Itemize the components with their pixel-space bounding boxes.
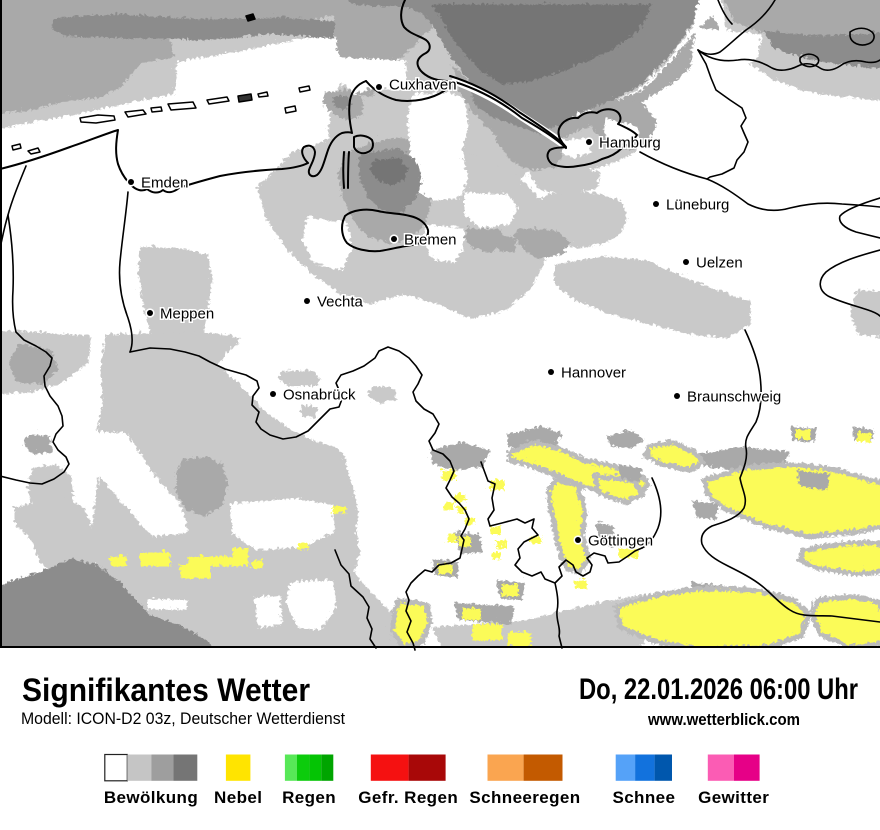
svg-text:Uelzen: Uelzen — [696, 255, 743, 272]
svg-text:Cuxhaven: Cuxhaven — [389, 76, 457, 93]
svg-text:Hamburg: Hamburg — [599, 135, 661, 152]
svg-text:Bewölkung: Bewölkung — [104, 788, 198, 807]
svg-text:Braunschweig: Braunschweig — [687, 389, 781, 406]
svg-text:Regen: Regen — [282, 788, 336, 807]
svg-text:Schneeregen: Schneeregen — [469, 788, 580, 807]
svg-text:Gewitter: Gewitter — [698, 788, 769, 807]
svg-text:Vechta: Vechta — [317, 294, 364, 311]
svg-text:Lüneburg: Lüneburg — [666, 197, 729, 214]
svg-text:Gefr. Regen: Gefr. Regen — [358, 788, 458, 807]
svg-text:Emden: Emden — [141, 175, 189, 192]
svg-text:Nebel: Nebel — [214, 788, 262, 807]
svg-text:Göttingen: Göttingen — [588, 533, 653, 550]
svg-text:Meppen: Meppen — [160, 306, 214, 323]
svg-text:www.wetterblick.com: www.wetterblick.com — [647, 710, 800, 729]
svg-text:Osnabrück: Osnabrück — [283, 387, 356, 404]
svg-text:Modell: ICON-D2 03z, Deutscher: Modell: ICON-D2 03z, Deutscher Wetterdie… — [21, 709, 345, 728]
svg-text:Signifikantes Wetter: Signifikantes Wetter — [22, 672, 310, 708]
svg-text:Schnee: Schnee — [612, 788, 675, 807]
svg-text:Bremen: Bremen — [404, 232, 457, 249]
svg-text:Hannover: Hannover — [561, 365, 626, 382]
svg-text:Do, 22.01.2026 06:00 Uhr: Do, 22.01.2026 06:00 Uhr — [579, 673, 858, 706]
